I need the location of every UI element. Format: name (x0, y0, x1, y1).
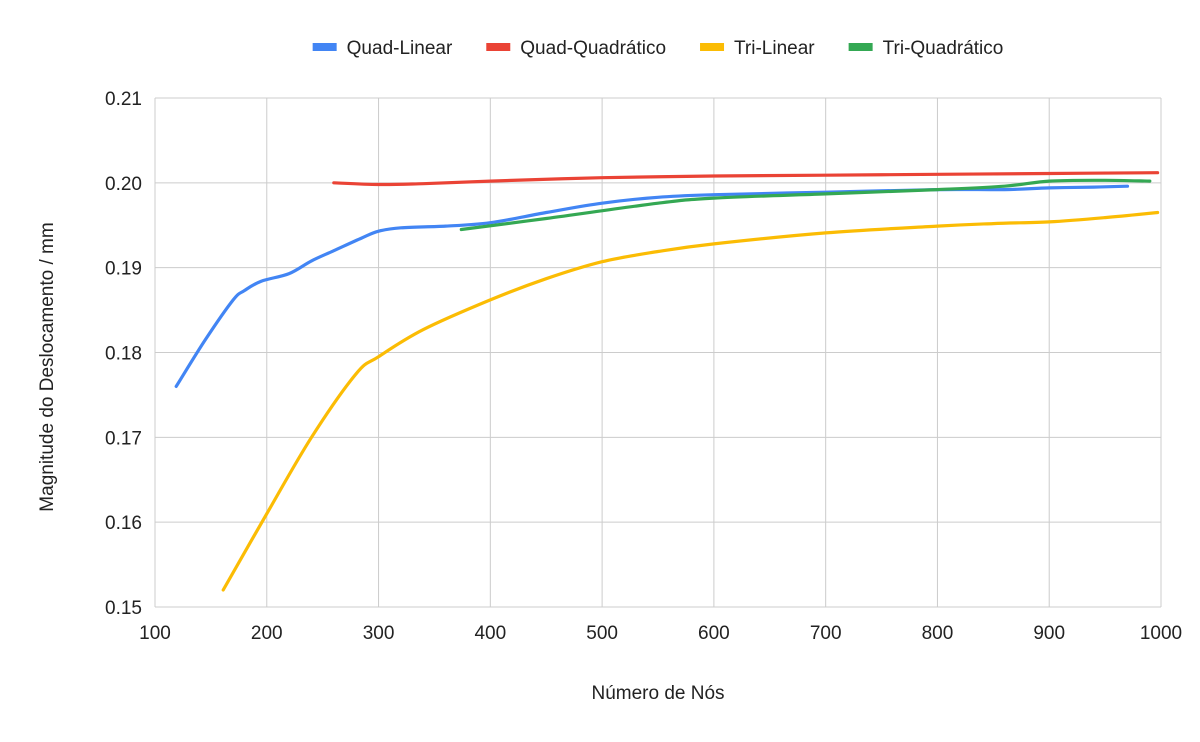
x-tick-label: 100 (139, 623, 171, 644)
legend-label-quad-quadratico: Quad-Quadrático (520, 38, 666, 59)
x-axis-tick-labels: 100 200 300 400 500 600 700 800 900 1000 (139, 623, 1182, 644)
y-tick-label: 0.19 (105, 259, 142, 280)
x-tick-label: 900 (1033, 623, 1065, 644)
series-line-tri-linear (221, 210, 1160, 592)
x-tick-label: 1000 (1140, 623, 1182, 644)
y-tick-label: 0.21 (105, 89, 142, 110)
legend-label-quad-linear: Quad-Linear (347, 38, 453, 59)
y-axis-title: Magnitude do Deslocamento / mm (37, 222, 58, 511)
y-tick-label: 0.15 (105, 598, 142, 619)
legend-swatch-tri-quadratico (848, 43, 873, 51)
legend: Quad-Linear Quad-Quadrático Tri-Linear Tri-… (312, 38, 1004, 59)
series-line-quad-linear (174, 184, 1130, 388)
y-tick-label: 0.16 (105, 513, 142, 534)
series-line-quad-quadratico (332, 171, 1160, 187)
x-tick-label: 400 (474, 623, 506, 644)
gridlines (154, 97, 1162, 608)
x-tick-label: 200 (251, 623, 283, 644)
legend-swatch-quad-linear (312, 43, 337, 51)
x-tick-label: 800 (922, 623, 954, 644)
series-lines (174, 171, 1160, 592)
y-tick-label: 0.18 (105, 344, 142, 365)
y-tick-label: 0.20 (105, 174, 142, 195)
y-tick-label: 0.17 (105, 428, 142, 449)
legend-label-tri-linear: Tri-Linear (734, 38, 815, 59)
legend-label-tri-quadratico: Tri-Quadrático (883, 38, 1004, 59)
series-line-tri-quadratico (459, 178, 1152, 232)
x-axis-title: Número de Nós (591, 683, 724, 704)
legend-swatch-tri-linear (700, 43, 725, 51)
x-tick-label: 600 (698, 623, 730, 644)
x-tick-label: 300 (363, 623, 395, 644)
x-tick-label: 500 (586, 623, 618, 644)
y-axis-tick-labels: 0.15 0.16 0.17 0.18 0.19 0.20 0.21 (105, 89, 142, 619)
legend-swatch-quad-quadratico (486, 43, 511, 51)
x-tick-label: 700 (810, 623, 842, 644)
